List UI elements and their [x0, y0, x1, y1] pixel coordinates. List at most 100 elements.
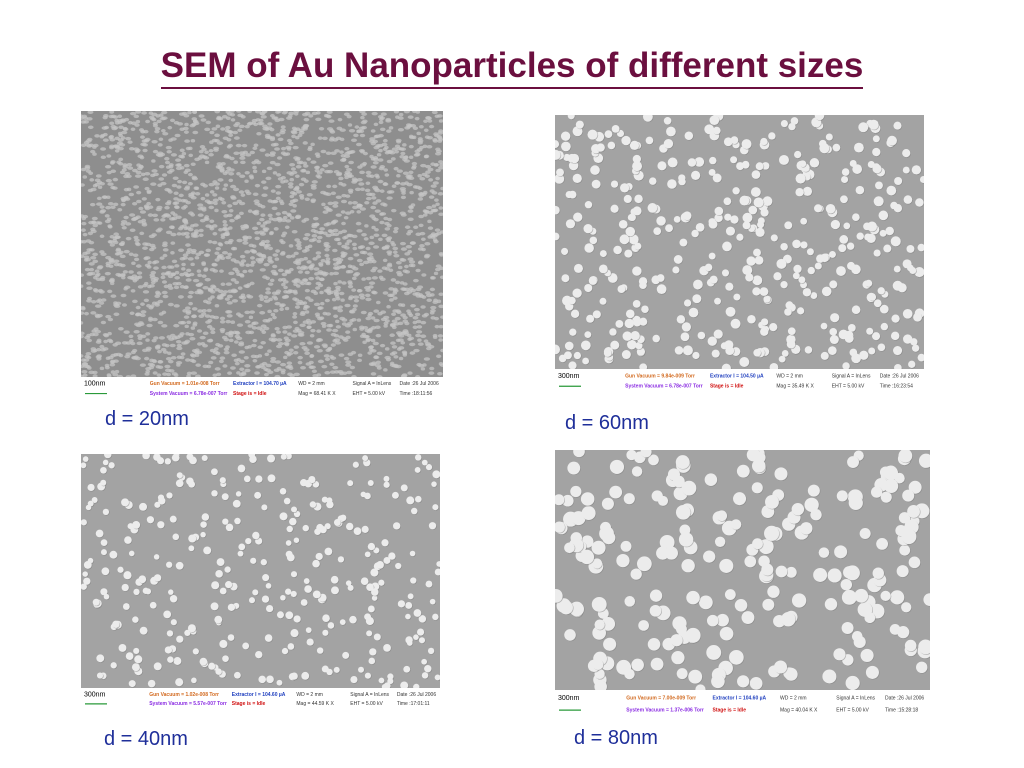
surface-grain [299, 323, 306, 327]
surface-grain [236, 357, 241, 362]
nanoparticle [833, 648, 846, 661]
surface-grain [115, 272, 121, 277]
nanoparticle [762, 598, 775, 611]
nanoparticle [890, 331, 900, 341]
nanoparticle [96, 654, 105, 663]
nanoparticle [238, 543, 246, 551]
surface-grain [86, 248, 93, 252]
nanoparticle [199, 657, 208, 666]
surface-grain [256, 303, 263, 308]
nanoparticle [708, 219, 718, 229]
nanoparticle [719, 626, 734, 641]
surface-grain [157, 153, 164, 158]
nanoparticle [109, 550, 118, 559]
surface-grain [151, 338, 157, 343]
nanoparticle [388, 552, 396, 560]
surface-grain [432, 181, 439, 185]
surface-grain [211, 263, 218, 267]
nanoparticle [618, 219, 628, 229]
surface-grain [379, 116, 385, 120]
surface-grain [181, 262, 186, 267]
surface-grain [289, 216, 295, 220]
nanoparticle [573, 263, 583, 273]
nanoparticle [215, 668, 222, 675]
surface-grain [269, 137, 276, 142]
nanoparticle [830, 313, 840, 323]
nanoparticle [800, 522, 813, 535]
surface-grain [131, 261, 136, 265]
surface-grain [166, 200, 172, 204]
surface-grain [87, 125, 94, 130]
surface-grain [167, 359, 174, 364]
surface-grain [440, 186, 443, 191]
nanoparticle [243, 475, 251, 483]
nanoparticle [827, 568, 842, 583]
surface-grain [244, 250, 251, 254]
nanoparticle [773, 272, 782, 281]
surface-grain [183, 231, 190, 236]
surface-grain [314, 312, 321, 316]
surface-grain [400, 247, 408, 251]
surface-grain [213, 201, 218, 206]
surface-grain [100, 298, 107, 302]
nanoparticle [904, 639, 917, 652]
nanoparticle [741, 611, 755, 624]
surface-grain [218, 243, 224, 247]
surface-grain [113, 125, 119, 130]
surface-grain [258, 294, 264, 298]
surface-grain [296, 246, 303, 250]
nanoparticle [584, 283, 593, 293]
surface-grain [191, 248, 197, 253]
surface-grain [197, 203, 204, 207]
surface-grain [285, 270, 292, 275]
surface-grain [438, 338, 443, 342]
surface-grain [302, 278, 308, 283]
surface-grain [122, 163, 128, 167]
nanoparticle [286, 525, 293, 533]
nanoparticle [638, 620, 649, 631]
nanoparticle [885, 226, 894, 236]
nanoparticle [153, 574, 162, 582]
surface-grain [162, 241, 168, 245]
nanoparticle [776, 258, 787, 269]
caption: d = 60nm [565, 412, 649, 434]
nanoparticle [415, 495, 422, 503]
surface-grain [107, 224, 113, 228]
surface-grain [350, 138, 358, 142]
surface-grain [320, 271, 327, 275]
surface-grain [170, 251, 175, 255]
surface-grain [333, 237, 340, 242]
surface-grain [110, 169, 117, 173]
nanoparticle [676, 315, 686, 324]
surface-grain [315, 338, 321, 343]
surface-grain [317, 136, 323, 140]
surface-grain [415, 287, 422, 292]
surface-grain [98, 290, 105, 294]
nanoparticle [219, 639, 228, 649]
nanoparticle [290, 629, 299, 638]
surface-grain [284, 225, 290, 230]
surface-grain [165, 165, 171, 169]
surface-grain [316, 329, 322, 333]
nanoparticle [845, 565, 860, 581]
surface-grain [118, 242, 125, 246]
surface-grain [376, 366, 382, 370]
surface-grain [343, 173, 349, 177]
nanoparticle [592, 310, 601, 319]
surface-grain [418, 214, 425, 219]
scale-label: 100nm [84, 381, 106, 388]
surface-grain [120, 119, 126, 123]
surface-grain [437, 131, 443, 135]
surface-grain [293, 282, 298, 287]
surface-grain [92, 374, 98, 378]
nanoparticle [725, 226, 736, 236]
nanoparticle [315, 552, 323, 561]
surface-grain [332, 365, 339, 370]
info-system-vacuum: System Vacuum = 1.37e-006 Torr [626, 707, 704, 713]
nanoparticle [902, 166, 910, 174]
surface-grain [339, 371, 344, 376]
surface-grain [185, 226, 192, 230]
surface-grain [308, 114, 314, 118]
nanoparticle [569, 328, 577, 336]
surface-grain [197, 213, 204, 217]
